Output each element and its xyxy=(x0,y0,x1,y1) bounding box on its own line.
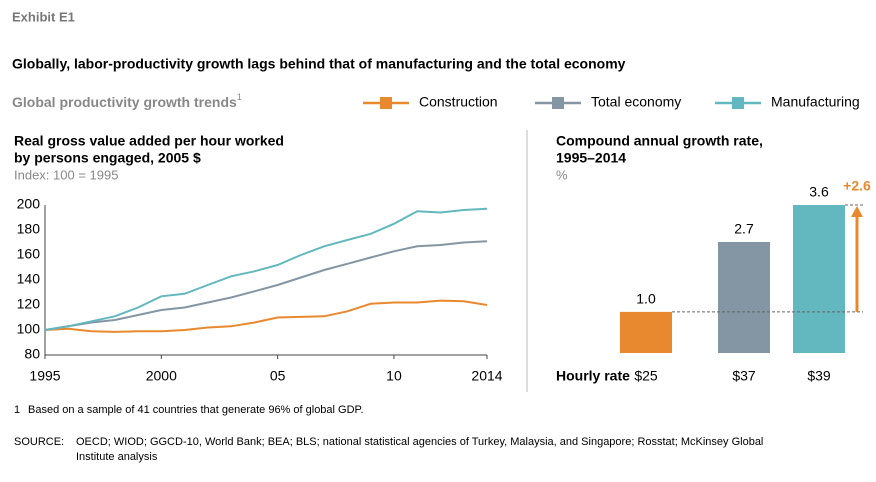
x-tick-label: 05 xyxy=(270,368,286,384)
x-tick-label: 2000 xyxy=(146,368,177,384)
x-tick-label: 2014 xyxy=(471,368,502,384)
series-line xyxy=(44,299,488,333)
x-tick-label: $39 xyxy=(807,368,831,384)
legend-label: Manufacturing xyxy=(771,94,860,110)
chart-title: 1995–2014 xyxy=(556,150,626,166)
y-tick-label: 180 xyxy=(17,221,41,237)
y-tick-label: 200 xyxy=(17,196,41,212)
y-tick-label: 120 xyxy=(17,296,41,312)
source-label: SOURCE: xyxy=(14,436,64,448)
legend-marker xyxy=(552,97,564,109)
bar xyxy=(620,311,672,353)
y-tick-label: 160 xyxy=(17,246,41,262)
y-tick-label: 100 xyxy=(17,321,41,337)
unit: % xyxy=(556,167,568,182)
series-line xyxy=(44,240,488,331)
x-tick-label: 10 xyxy=(386,368,402,384)
chart-subtitle: Index: 100 = 1995 xyxy=(14,167,118,182)
footnote-marker: 1 xyxy=(14,404,20,416)
value-label: 3.6 xyxy=(809,184,829,200)
subtitle-note: 1 xyxy=(237,92,242,102)
legend-marker xyxy=(380,97,392,109)
legend-marker xyxy=(732,97,744,109)
chart-title: by persons engaged, 2005 $ xyxy=(14,150,201,166)
x-tick-label: $25 xyxy=(634,368,658,384)
bar xyxy=(793,205,845,353)
title: Globally, labor-productivity growth lags… xyxy=(12,56,626,72)
annotation: +2.6 xyxy=(843,178,871,194)
legend-label: Total economy xyxy=(591,94,681,110)
exhibit: Exhibit E1 xyxy=(12,9,75,24)
subtitle-text: Global productivity growth trends xyxy=(12,94,237,110)
source: OECD; WIOD; GGCD-10, World Bank; BEA; BL… xyxy=(76,436,763,448)
legend-label: Construction xyxy=(419,94,498,110)
subtitle: Global productivity growth trends1 xyxy=(12,92,242,109)
arrow-head xyxy=(851,206,863,217)
series-line xyxy=(44,207,488,331)
chart-title: Real gross value added per hour worked xyxy=(14,133,284,149)
x-tick-label: 1995 xyxy=(29,368,60,384)
chart-title: Compound annual growth rate, xyxy=(556,133,763,149)
source: Institute analysis xyxy=(76,451,158,463)
x-axis-label: Hourly rate xyxy=(556,368,630,384)
y-tick-label: 140 xyxy=(17,271,41,287)
bar xyxy=(718,242,770,353)
value-label: 1.0 xyxy=(636,291,656,307)
y-tick-label: 80 xyxy=(24,346,40,362)
value-label: 2.7 xyxy=(734,221,754,237)
footnote: Based on a sample of 41 countries that g… xyxy=(28,404,364,416)
x-tick-label: $37 xyxy=(732,368,756,384)
